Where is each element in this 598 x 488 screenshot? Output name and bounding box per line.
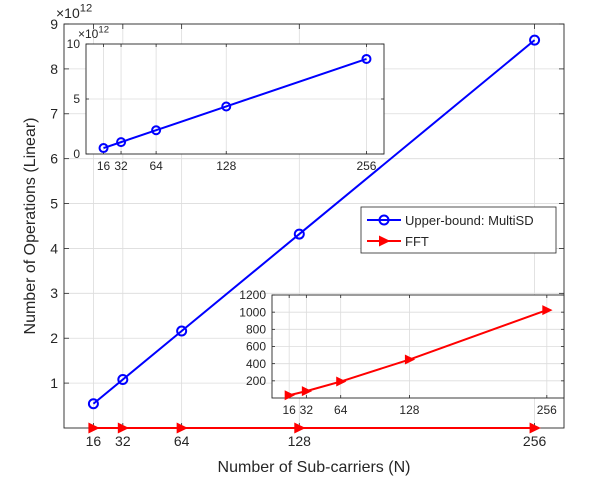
main-series-line-0	[92, 39, 536, 405]
inset_bottom-y-tick-label-2: 600	[246, 340, 266, 354]
inset_top-x-tick-label-4: 256	[356, 159, 376, 173]
inset_top-point-0-0	[98, 143, 109, 154]
main-y-tick-label-7: 8	[50, 61, 58, 77]
inset_bottom-frame	[271, 294, 565, 399]
main-y-tick-label-2: 3	[50, 285, 58, 301]
legend-label-1: FFT	[405, 234, 429, 249]
main-exponent-label: ×1012	[56, 3, 92, 21]
inset_top-x-tick-label-1: 32	[114, 159, 128, 173]
inset_bottom-y-tick-label-0: 200	[246, 374, 266, 388]
main-series-1	[88, 422, 541, 434]
main-x-tick-label-3: 128	[288, 433, 312, 449]
inset_bottom-point-0-3	[404, 354, 416, 365]
inset_top-series-0	[98, 53, 372, 154]
inset_top-x-tick-label-0: 16	[97, 159, 111, 173]
inset_bottom-y-tick-label-4: 1000	[239, 305, 266, 319]
inset_bottom-y-tick-label-3: 800	[246, 323, 266, 337]
inset_bottom-point-0-0	[284, 390, 295, 401]
inset_top-x-tick-label-3: 128	[216, 159, 236, 173]
main-point-1-1	[117, 422, 130, 434]
inset_bottom-x-tick-label-0: 16	[282, 403, 296, 417]
main-point-0-0	[87, 398, 99, 410]
main-point-1-2	[176, 422, 188, 434]
main-point-1-3	[294, 422, 306, 434]
inset_bottom-x-tick-label-3: 128	[399, 403, 419, 417]
inset_top-axes: 16 32 64 128 256 0 5 10×1012	[67, 25, 385, 173]
legend-marker-1	[379, 235, 391, 247]
main-point-0-3	[293, 228, 305, 240]
inset_top-point-0-2	[151, 125, 162, 136]
main-point-1-0	[88, 422, 100, 434]
main-y-tick-label-4: 5	[50, 195, 58, 211]
inset_bottom-point-0-4	[542, 305, 553, 316]
legend: Upper-bound: MultiSD FFT	[360, 206, 557, 254]
inset_top-frame	[85, 43, 385, 155]
legend-box	[360, 206, 557, 254]
inset_bottom-y-tick-label-1: 400	[246, 357, 266, 371]
main-x-tick-label-0: 16	[86, 433, 102, 449]
inset_bottom-point-0-1	[301, 386, 313, 397]
main-x-tick-label-2: 64	[174, 433, 190, 449]
inset_top-x-tick-label-2: 64	[149, 159, 163, 173]
y-axis-label: Number of Operations (Linear)	[22, 118, 39, 335]
main-y-tick-label-1: 2	[50, 330, 58, 346]
main-y-tick-label-5: 6	[50, 151, 58, 167]
legend-label-0: Upper-bound: MultiSD	[405, 213, 534, 228]
main-point-1-4	[529, 422, 541, 434]
inset_bottom-y-tick-label-5: 1200	[239, 288, 266, 302]
main-x-tick-label-1: 32	[115, 433, 131, 449]
main-point-0-1	[117, 374, 129, 386]
main-x-tick-label-4: 256	[523, 433, 547, 449]
inset_bottom-x-tick-label-1: 32	[300, 403, 314, 417]
main-y-tick-label-3: 4	[50, 240, 58, 256]
inset_bottom-x-tick-label-4: 256	[537, 403, 557, 417]
main-series-0	[87, 34, 541, 410]
inset_top-series-line-0	[103, 58, 367, 150]
inset_top-y-tick-label-0: 0	[73, 147, 80, 161]
inset_top-exponent-label: ×1012	[78, 25, 109, 41]
main-y-tick-label-8: 9	[50, 16, 58, 32]
main-point-0-2	[176, 325, 188, 337]
inset_bottom-point-0-2	[336, 376, 347, 387]
inset_top-point-0-4	[361, 53, 372, 64]
inset_top-y-tick-label-1: 5	[73, 92, 80, 106]
legend-marker-0	[378, 214, 390, 226]
inset_top-point-0-1	[116, 137, 127, 148]
inset_top-y-tick-label-2: 10	[67, 37, 81, 51]
inset_top-point-0-3	[221, 101, 232, 112]
inset_bottom-axes: 16 32 64 128 256 200 400 600 800 1000 1200	[239, 288, 565, 417]
inset_bottom-series-0	[284, 305, 553, 401]
main-y-tick-label-6: 7	[50, 106, 58, 122]
main-y-tick-label-0: 1	[50, 375, 58, 391]
x-axis-label: Number of Sub-carriers (N)	[218, 459, 411, 476]
inset_bottom-x-tick-label-2: 64	[334, 403, 348, 417]
main-point-0-4	[529, 34, 541, 46]
